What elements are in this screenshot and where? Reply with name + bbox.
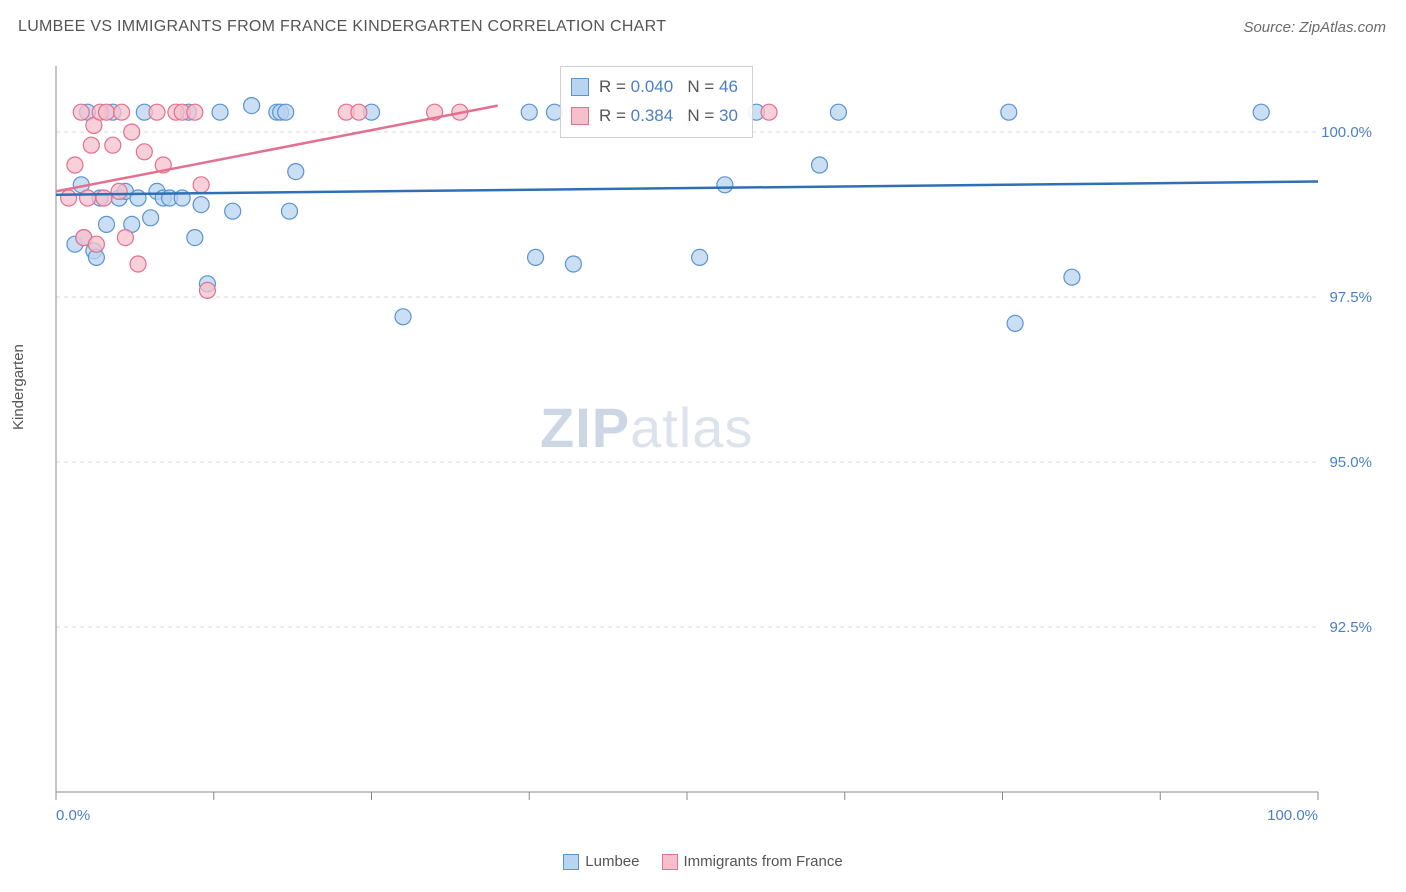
stats-swatch — [571, 107, 589, 125]
stats-legend: R = 0.040 N = 46R = 0.384 N = 30 — [560, 66, 753, 138]
svg-text:97.5%: 97.5% — [1329, 289, 1372, 306]
scatter-plot: 92.5% 95.0% 97.5% 100.0% 0.0% 100.0% — [50, 62, 1378, 832]
legend-label: Immigrants from France — [684, 853, 843, 870]
stats-text: R = 0.384 N = 30 — [599, 102, 738, 131]
legend-item: Immigrants from France — [662, 853, 843, 870]
stats-text: R = 0.040 N = 46 — [599, 73, 738, 102]
chart-area: 92.5% 95.0% 97.5% 100.0% 0.0% 100.0% — [50, 62, 1378, 832]
source-label: Source: ZipAtlas.com — [1243, 19, 1386, 36]
legend-bottom: Lumbee Immigrants from France — [0, 853, 1406, 870]
stats-row: R = 0.384 N = 30 — [571, 102, 738, 131]
svg-text:0.0%: 0.0% — [56, 807, 90, 824]
legend-item: Lumbee — [563, 853, 639, 870]
svg-text:92.5%: 92.5% — [1329, 619, 1372, 636]
svg-text:100.0%: 100.0% — [1267, 807, 1318, 824]
y-axis-label: Kindergarten — [10, 344, 27, 430]
svg-text:100.0%: 100.0% — [1321, 124, 1372, 141]
stats-swatch — [571, 78, 589, 96]
stats-row: R = 0.040 N = 46 — [571, 73, 738, 102]
legend-label: Lumbee — [585, 853, 639, 870]
legend-swatch — [662, 854, 678, 870]
svg-text:95.0%: 95.0% — [1329, 454, 1372, 471]
chart-title: LUMBEE VS IMMIGRANTS FROM FRANCE KINDERG… — [18, 18, 666, 36]
legend-swatch — [563, 854, 579, 870]
